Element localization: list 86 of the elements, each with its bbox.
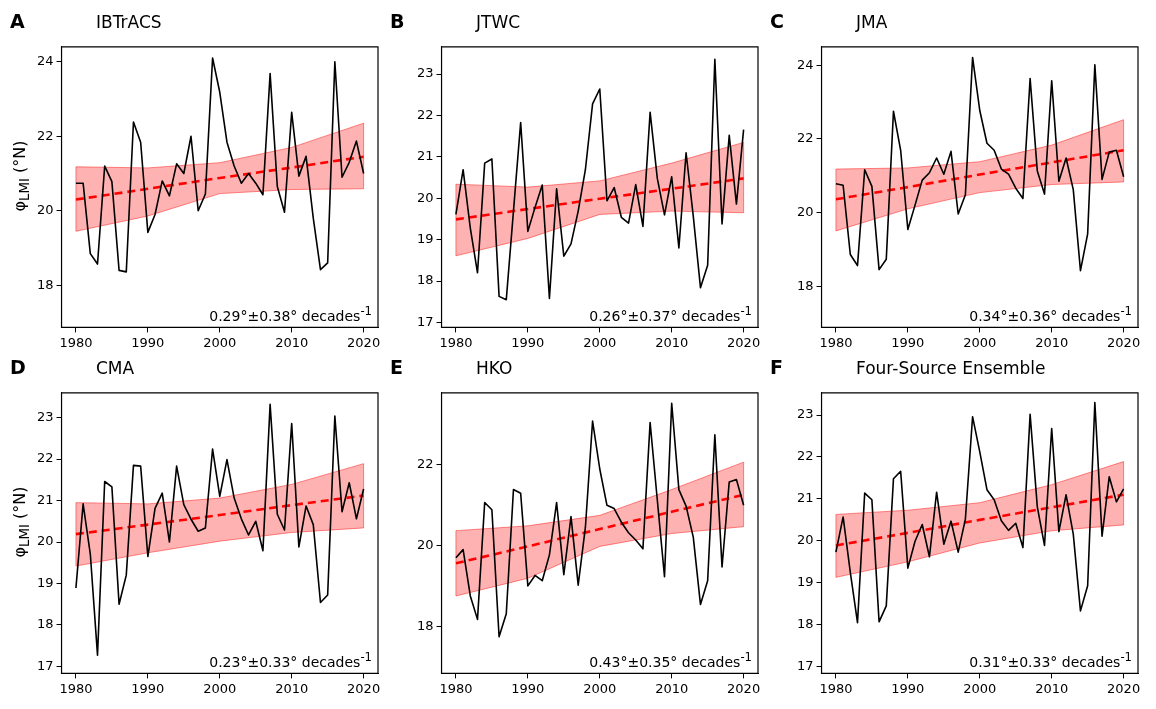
line-series xyxy=(74,155,365,201)
y-tick-label: 22 xyxy=(37,450,54,466)
x-tick-label: 1980 xyxy=(439,334,473,350)
x-tick-label: 2000 xyxy=(583,334,617,350)
y-tick-label: 21 xyxy=(797,490,814,506)
chart-subtitle: JMA xyxy=(856,12,888,32)
annotation: 0.43°±0.35° decades$^{-1}$ xyxy=(589,650,752,670)
y-tick-label: 20 xyxy=(37,202,54,218)
chart-subtitle: HKO xyxy=(476,358,513,378)
y-tick-label: 21 xyxy=(37,491,54,507)
x-tick-label: 2020 xyxy=(347,680,381,696)
x-tick-label: 2020 xyxy=(727,680,761,696)
chart-subtitle: Four-Source Ensemble xyxy=(856,358,1046,378)
line-series xyxy=(454,493,745,565)
y-tick-label: 20 xyxy=(797,532,814,548)
y-tick-label: 24 xyxy=(797,56,814,72)
chart-title: C xyxy=(770,10,784,32)
y-tick-label: 22 xyxy=(417,456,434,472)
line-series xyxy=(454,177,745,221)
x-tick-label: 1980 xyxy=(819,680,853,696)
x-tick-label: 1990 xyxy=(131,334,165,350)
y-tick-label: 20 xyxy=(37,533,54,549)
x-tick-label: 2010 xyxy=(1035,680,1069,696)
y-tick-label: 20 xyxy=(417,536,434,552)
x-tick-label: 1990 xyxy=(511,680,545,696)
line-series xyxy=(834,493,1125,547)
annotation: 0.29°±0.38° decades$^{-1}$ xyxy=(209,304,372,324)
y-tick-label: 18 xyxy=(797,616,814,632)
x-tick-label: 1990 xyxy=(891,680,925,696)
x-tick-label: 1980 xyxy=(439,680,473,696)
x-tick-label: 1990 xyxy=(511,334,545,350)
y-tick-label: 22 xyxy=(797,130,814,146)
x-tick-label: 2020 xyxy=(1107,334,1141,350)
x-tick-label: 2000 xyxy=(203,334,237,350)
y-tick-label: 17 xyxy=(37,657,54,673)
y-tick-label: 22 xyxy=(37,127,54,143)
x-tick-label: 1990 xyxy=(891,334,925,350)
x-tick-label: 2020 xyxy=(1107,680,1141,696)
line-series xyxy=(834,148,1125,201)
annotation: 0.26°±0.37° decades$^{-1}$ xyxy=(589,304,752,324)
y-tick-label: 22 xyxy=(797,448,814,464)
x-tick-label: 2000 xyxy=(203,680,237,696)
y-tick-label: 20 xyxy=(417,189,434,205)
x-tick-label: 2010 xyxy=(275,334,309,350)
annotation: 0.23°±0.33° decades$^{-1}$ xyxy=(209,650,372,670)
x-tick-label: 2010 xyxy=(1035,334,1069,350)
chart-subtitle: IBTrACS xyxy=(96,12,162,32)
x-tick-label: 1980 xyxy=(59,680,93,696)
y-tick-label: 23 xyxy=(37,409,54,425)
line-series xyxy=(74,494,365,536)
y-tick-label: 23 xyxy=(417,65,434,81)
chart-subtitle: CMA xyxy=(96,358,135,378)
y-tick-label: 18 xyxy=(417,617,434,633)
x-tick-label: 2010 xyxy=(655,334,689,350)
y-tick-label: 17 xyxy=(797,658,814,674)
y-tick-label: 18 xyxy=(37,616,54,632)
y-tick-label: 24 xyxy=(37,53,54,69)
y-tick-label: 18 xyxy=(417,272,434,288)
x-tick-label: 2010 xyxy=(275,680,309,696)
x-tick-label: 2000 xyxy=(583,680,617,696)
x-tick-label: 1980 xyxy=(819,334,853,350)
annotation: 0.31°±0.33° decades$^{-1}$ xyxy=(969,650,1132,670)
chart-title: A xyxy=(10,10,25,32)
y-tick-label: 17 xyxy=(417,313,434,329)
y-tick-label: 19 xyxy=(797,574,814,590)
chart-title: D xyxy=(10,356,26,378)
y-tick-label: 18 xyxy=(37,276,54,292)
chart-title: B xyxy=(390,10,405,32)
x-tick-label: 2000 xyxy=(963,680,997,696)
annotation: 0.34°±0.36° decades$^{-1}$ xyxy=(969,304,1132,324)
chart-subtitle: JTWC xyxy=(476,12,521,32)
y-tick-label: 23 xyxy=(797,406,814,422)
x-tick-label: 2020 xyxy=(727,334,761,350)
chart-title: E xyxy=(390,356,403,378)
y-tick-label: 18 xyxy=(797,277,814,293)
y-tick-label: 21 xyxy=(417,148,434,164)
y-tick-label: 19 xyxy=(37,574,54,590)
y-tick-label: 20 xyxy=(797,203,814,219)
x-tick-label: 2010 xyxy=(655,680,689,696)
x-tick-label: 1980 xyxy=(59,334,93,350)
x-tick-label: 1990 xyxy=(131,680,165,696)
x-tick-label: 2000 xyxy=(963,334,997,350)
x-tick-label: 2020 xyxy=(347,334,381,350)
y-tick-label: 22 xyxy=(417,106,434,122)
y-tick-label: 19 xyxy=(417,231,434,247)
chart-title: F xyxy=(770,356,783,378)
